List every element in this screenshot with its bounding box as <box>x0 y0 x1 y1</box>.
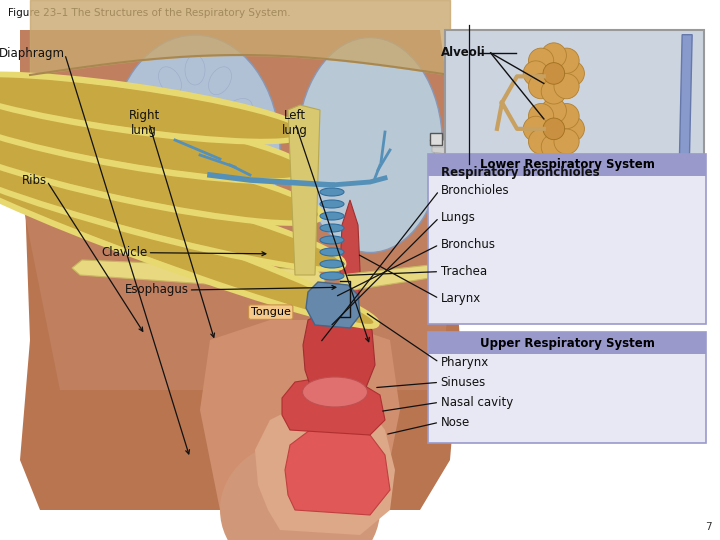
Text: Respiratory bronchioles: Respiratory bronchioles <box>441 166 599 179</box>
Text: Pharynx: Pharynx <box>441 356 489 369</box>
Text: Tongue: Tongue <box>251 307 291 317</box>
Polygon shape <box>72 260 325 292</box>
Text: Nose: Nose <box>441 416 470 429</box>
Text: Esophagus: Esophagus <box>125 284 189 296</box>
Polygon shape <box>430 140 480 170</box>
FancyBboxPatch shape <box>445 30 704 176</box>
Ellipse shape <box>320 188 344 196</box>
Text: Lungs: Lungs <box>441 211 475 224</box>
Ellipse shape <box>541 134 567 159</box>
Polygon shape <box>432 147 478 157</box>
Ellipse shape <box>320 272 344 280</box>
Ellipse shape <box>554 48 579 73</box>
Ellipse shape <box>110 35 280 265</box>
Ellipse shape <box>320 212 344 220</box>
Ellipse shape <box>320 296 344 304</box>
Ellipse shape <box>0 153 340 267</box>
Ellipse shape <box>320 284 344 292</box>
Text: Nasal cavity: Nasal cavity <box>441 396 513 409</box>
Ellipse shape <box>541 79 567 104</box>
Polygon shape <box>288 105 320 275</box>
Text: Left
lung: Left lung <box>282 109 308 137</box>
Ellipse shape <box>523 116 549 141</box>
FancyBboxPatch shape <box>430 133 442 145</box>
Ellipse shape <box>320 260 344 268</box>
Text: Ribs: Ribs <box>22 174 47 187</box>
Text: Bronchioles: Bronchioles <box>441 184 509 197</box>
Text: Upper Respiratory System: Upper Respiratory System <box>480 336 654 349</box>
Ellipse shape <box>554 129 579 154</box>
Polygon shape <box>306 282 360 328</box>
Text: Sinuses: Sinuses <box>441 376 486 389</box>
Ellipse shape <box>528 104 554 129</box>
Text: Bronchus: Bronchus <box>441 238 495 251</box>
Ellipse shape <box>320 224 344 232</box>
FancyBboxPatch shape <box>428 332 706 443</box>
FancyBboxPatch shape <box>428 154 706 324</box>
Ellipse shape <box>220 440 380 540</box>
Text: Alveoli: Alveoli <box>441 46 485 59</box>
Ellipse shape <box>523 61 549 86</box>
Text: Clavicle: Clavicle <box>102 246 148 259</box>
FancyBboxPatch shape <box>428 154 706 176</box>
Ellipse shape <box>0 166 374 324</box>
Text: Right
lung: Right lung <box>128 109 160 137</box>
Ellipse shape <box>528 129 554 154</box>
Ellipse shape <box>554 104 579 129</box>
Ellipse shape <box>528 48 554 73</box>
Polygon shape <box>255 400 395 535</box>
Ellipse shape <box>559 61 585 86</box>
Ellipse shape <box>543 63 564 84</box>
Text: 7: 7 <box>706 522 712 532</box>
Polygon shape <box>20 60 460 510</box>
FancyBboxPatch shape <box>428 332 706 354</box>
Text: Trachea: Trachea <box>441 265 487 278</box>
Polygon shape <box>285 425 390 515</box>
Polygon shape <box>20 30 460 390</box>
Ellipse shape <box>0 102 305 178</box>
Ellipse shape <box>320 308 344 316</box>
Ellipse shape <box>297 37 443 253</box>
Polygon shape <box>679 35 692 171</box>
Ellipse shape <box>559 116 585 141</box>
Ellipse shape <box>554 73 579 99</box>
Ellipse shape <box>320 248 344 256</box>
Ellipse shape <box>320 236 344 244</box>
Polygon shape <box>340 265 430 292</box>
Ellipse shape <box>320 200 344 208</box>
Text: Diaphragm: Diaphragm <box>0 48 65 60</box>
Ellipse shape <box>0 130 318 220</box>
Polygon shape <box>200 320 400 510</box>
Ellipse shape <box>541 98 567 124</box>
Ellipse shape <box>541 43 567 68</box>
Text: Figure 23–1 The Structures of the Respiratory System.: Figure 23–1 The Structures of the Respir… <box>8 8 291 18</box>
Polygon shape <box>303 312 375 390</box>
Ellipse shape <box>543 118 564 140</box>
Ellipse shape <box>528 73 554 99</box>
Text: Lower Respiratory System: Lower Respiratory System <box>480 158 654 171</box>
Ellipse shape <box>0 77 301 139</box>
Polygon shape <box>340 200 360 320</box>
Ellipse shape <box>302 377 367 407</box>
Text: Larynx: Larynx <box>441 292 481 305</box>
Polygon shape <box>282 378 385 435</box>
